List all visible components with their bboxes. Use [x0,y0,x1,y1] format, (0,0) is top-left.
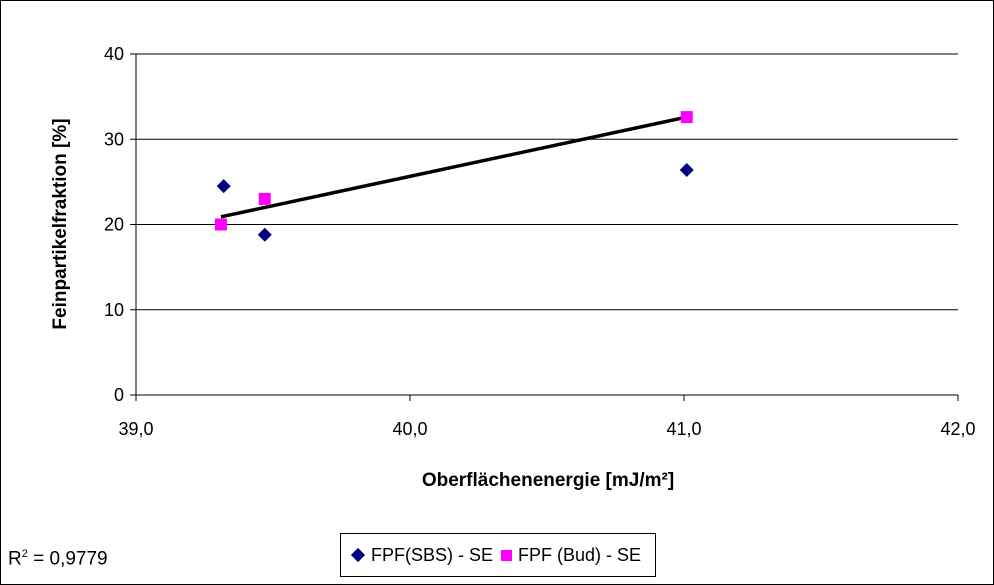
legend-label-bud: FPF (Bud) - SE [518,544,642,565]
legend-item-bud: FPF (Bud) - SE [497,545,641,566]
square-marker-icon [501,549,513,561]
x-axis-title: Oberflächenenergie [mJ/m²] [422,470,674,491]
y-tick-label: 20 [104,215,124,235]
r-squared-prefix: R [8,548,22,570]
y-axis-title: Feinpartikelfraktion [%] [50,118,71,329]
r-squared-superscript: 2 [21,548,28,560]
y-tick-label: 10 [104,300,124,320]
y-tick-label: 30 [104,129,124,149]
trendline [220,115,688,219]
diamond-marker-icon [350,547,366,563]
y-tick-label: 40 [104,44,124,64]
data-point-bud [680,111,693,124]
x-tick-label: 42,0 [940,419,975,439]
r-squared-annotation: R2 = 0,9779 [8,548,108,570]
r-squared-value: = 0,9779 [27,548,108,570]
data-point-sbs [679,162,694,177]
x-tick-label: 41,0 [666,419,701,439]
data-point-sbs [216,179,231,194]
x-tick-label: 39,0 [118,419,153,439]
data-point-sbs [257,227,272,242]
y-tick-label: 0 [114,385,124,405]
legend: FPF(SBS) - SE FPF (Bud) - SE [340,533,657,577]
data-point-bud [214,218,227,231]
x-tick-label: 40,0 [392,419,427,439]
legend-item-sbs: FPF(SBS) - SE [349,545,493,566]
legend-label-sbs: FPF(SBS) - SE [371,544,494,565]
data-point-bud [258,192,271,205]
